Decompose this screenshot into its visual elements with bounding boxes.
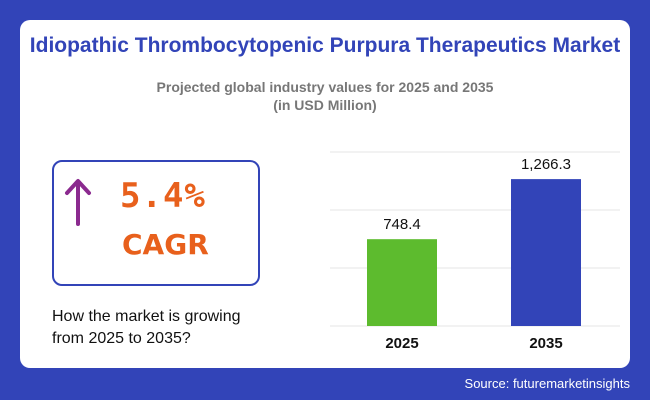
cagr-box: 5.4% CAGR [52, 160, 260, 286]
x-tick-label-2025: 2025 [385, 335, 418, 352]
growth-question: How the market is growing from 2025 to 2… [52, 306, 292, 350]
subtitle-line-1: Projected global industry values for 202… [156, 79, 494, 95]
subtitle-line-2: (in USD Million) [273, 97, 377, 113]
subtitle: Projected global industry values for 202… [20, 78, 630, 114]
source-note: Source: futuremarketinsights [464, 376, 630, 391]
up-arrow-icon [65, 179, 91, 226]
bar-2025 [367, 239, 437, 326]
chart-card: Idiopathic Thrombocytopenic Purpura Ther… [20, 20, 630, 368]
growth-question-line-1: How the market is growing [52, 308, 241, 325]
growth-question-line-2: from 2025 to 2035? [52, 330, 191, 347]
cagr-value: 5.4% [120, 176, 206, 216]
bar-chart: 748.4 2025 1,266.3 2035 [330, 151, 620, 352]
x-tick-label-2035: 2035 [529, 335, 562, 352]
data-label-2035: 1,266.3 [521, 156, 571, 173]
page-title: Idiopathic Thrombocytopenic Purpura Ther… [29, 34, 621, 57]
bar-2035 [511, 179, 581, 326]
data-label-2025: 748.4 [383, 216, 421, 233]
cagr-label: CAGR [122, 228, 209, 261]
